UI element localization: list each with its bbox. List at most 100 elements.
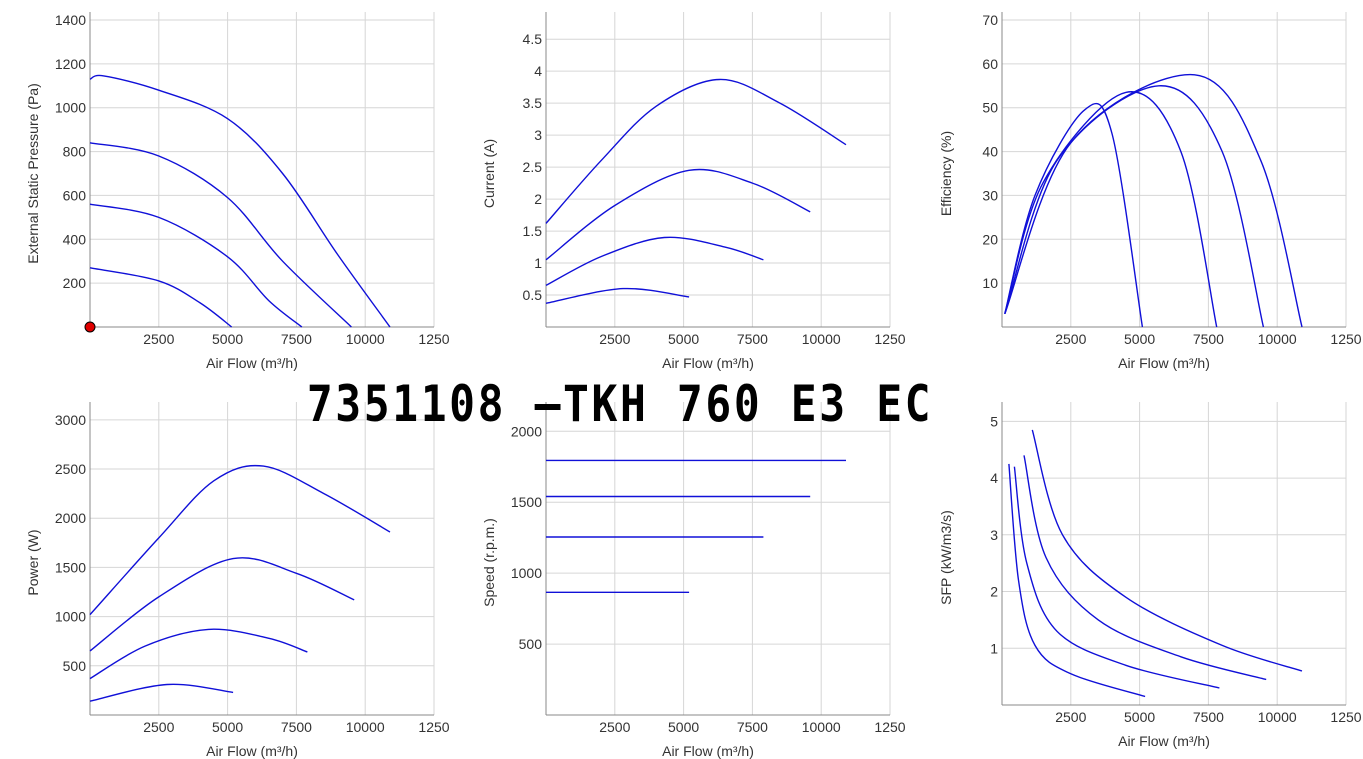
y-tick-label: 1000: [55, 609, 86, 625]
chart-panel-5: 2500 5000 7500 10000 1250 500 1000 1500 2000 Air …: [481, 402, 906, 759]
y-tick-label: 3000: [55, 412, 86, 428]
x-tick-label: 1250: [874, 719, 905, 735]
y-tick-label: 1: [990, 640, 998, 656]
y-tick-label: 1000: [511, 565, 542, 581]
x-tick-label: 1250: [418, 331, 449, 347]
x-tick-label: 1250: [1330, 709, 1361, 725]
curve-series-3: [89, 628, 308, 680]
y-tick-label: 800: [63, 144, 87, 160]
x-tick-label: 2500: [599, 331, 630, 347]
curve-series-1: [89, 74, 391, 328]
x-axis-label: Air Flow (m³/h): [1118, 355, 1210, 371]
x-axis-label: Air Flow (m³/h): [662, 743, 754, 759]
x-tick-label: 1250: [418, 719, 449, 735]
curve-series-4: [1031, 429, 1303, 672]
y-tick-label: 4: [990, 470, 998, 486]
x-tick-label: 2500: [599, 719, 630, 735]
curve-series-4: [1004, 74, 1303, 328]
y-tick-label: 600: [63, 187, 87, 203]
chart-panel-6: 2500 5000 7500 10000 1250 1 2 3 4 5 Air Flow (m³/h…: [938, 402, 1362, 749]
x-tick-label: 5000: [1124, 709, 1155, 725]
curve-series-1: [1008, 463, 1146, 698]
y-tick-label: 1200: [55, 56, 86, 72]
x-tick-label: 5000: [668, 331, 699, 347]
y-axis-label: Efficiency (%): [938, 131, 954, 216]
y-tick-label: 5: [990, 413, 998, 429]
y-tick-label: 10: [982, 275, 998, 291]
curve-series-3: [89, 203, 303, 328]
y-tick-label: 3: [534, 127, 542, 143]
y-tick-label: 500: [519, 636, 543, 652]
y-axis-label: Current (A): [481, 139, 497, 208]
curve-series-4: [89, 683, 234, 702]
y-tick-label: 500: [63, 658, 87, 674]
y-tick-label: 2: [990, 584, 998, 600]
y-tick-label: 4: [534, 63, 542, 79]
curve-series-3: [1023, 455, 1267, 681]
y-tick-label: 0.5: [523, 287, 543, 303]
curve-series-3: [545, 236, 764, 287]
x-axis-label: Air Flow (m³/h): [206, 743, 298, 759]
x-axis-label: Air Flow (m³/h): [1118, 733, 1210, 749]
x-tick-label: 5000: [212, 331, 243, 347]
curve-series-3: [1004, 85, 1265, 328]
y-tick-label: 60: [982, 56, 998, 72]
curve-series-1: [1004, 102, 1144, 328]
curve-series-2: [1013, 466, 1220, 689]
x-tick-label: 1250: [874, 331, 905, 347]
chart-panel-4: 2500 5000 7500 10000 1250 500 1000 1500 2000 2500…: [25, 402, 450, 759]
x-tick-label: 5000: [1124, 331, 1155, 347]
x-tick-label: 10000: [346, 719, 385, 735]
x-tick-label: 10000: [346, 331, 385, 347]
y-axis-label: External Static Pressure (Pa): [25, 83, 41, 264]
x-tick-label: 10000: [802, 719, 841, 735]
x-tick-label: 7500: [1193, 709, 1224, 725]
y-axis-label: Power (W): [25, 529, 41, 595]
y-tick-label: 2500: [55, 461, 86, 477]
curve-series-4: [545, 287, 690, 304]
chart-panel-3: 2500 5000 7500 10000 1250 10 20 30 40 50 60 70 Air F…: [938, 12, 1362, 371]
x-tick-label: 7500: [1193, 331, 1224, 347]
y-tick-label: 1500: [511, 494, 542, 510]
x-tick-label: 5000: [212, 719, 243, 735]
x-tick-label: 5000: [668, 719, 699, 735]
y-tick-label: 40: [982, 144, 998, 160]
x-tick-label: 10000: [1258, 331, 1297, 347]
product-title: 7351108 –TKH 760 E3 EC: [306, 375, 934, 433]
y-tick-label: 70: [982, 12, 998, 28]
y-tick-label: 1500: [55, 559, 86, 575]
curve-series-2: [545, 168, 811, 261]
chart-panel-1: 2500 5000 7500 10000 1250 200 400 600 800 1000 120…: [25, 12, 450, 371]
y-tick-label: 20: [982, 231, 998, 247]
curve-series-1: [545, 78, 847, 224]
x-axis-label: Air Flow (m³/h): [662, 355, 754, 371]
y-tick-label: 50: [982, 100, 998, 116]
y-tick-label: 3.5: [523, 95, 543, 111]
curve-series-2: [89, 142, 352, 328]
x-tick-label: 2500: [1055, 331, 1086, 347]
x-axis-label: Air Flow (m³/h): [206, 355, 298, 371]
y-tick-label: 2000: [55, 510, 86, 526]
y-tick-label: 2.5: [523, 159, 543, 175]
curve-series-4: [89, 267, 233, 328]
y-tick-label: 3: [990, 527, 998, 543]
operating-point-marker: [84, 321, 96, 333]
chart-panel-2: 2500 5000 7500 10000 1250 0.5 1 1.5 2 2.5 3 3.5 4 4.5…: [481, 12, 906, 371]
y-tick-label: 4.5: [523, 31, 543, 47]
y-tick-label: 2000: [511, 423, 542, 439]
x-tick-label: 2500: [143, 719, 174, 735]
y-tick-label: 200: [63, 275, 87, 291]
curve-series-2: [89, 557, 355, 652]
x-tick-label: 7500: [737, 331, 768, 347]
curve-series-1: [89, 464, 391, 616]
x-tick-label: 2500: [143, 331, 174, 347]
x-tick-label: 7500: [281, 331, 312, 347]
y-tick-label: 2: [534, 191, 542, 207]
y-tick-label: 1400: [55, 12, 86, 28]
y-tick-label: 1000: [55, 100, 86, 116]
curve-series-2: [1004, 91, 1218, 328]
y-axis-label: SFP (kW/m3/s): [938, 510, 954, 605]
x-tick-label: 2500: [1055, 709, 1086, 725]
y-tick-label: 30: [982, 187, 998, 203]
